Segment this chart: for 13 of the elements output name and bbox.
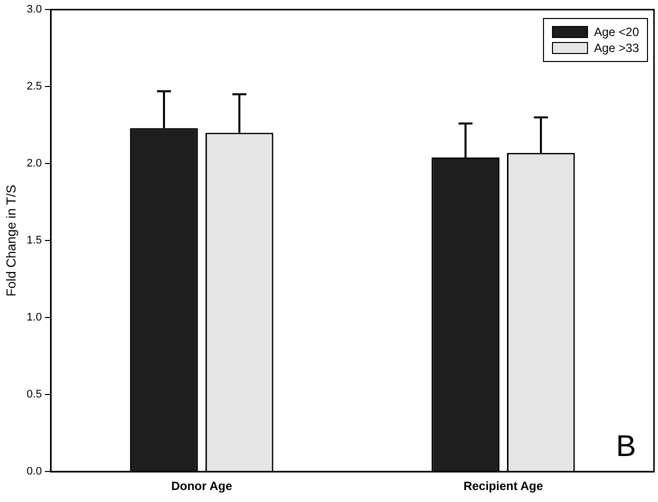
y-tick-label: 3.0 <box>26 4 42 16</box>
legend-label: Age <20 <box>594 24 639 39</box>
y-tick-label: 1.0 <box>26 312 42 324</box>
annotation: B <box>616 430 636 464</box>
y-tick-label: 0.0 <box>26 466 42 478</box>
y-tick-label: 1.5 <box>26 234 42 247</box>
x-tick-label: Donor Age <box>171 479 232 494</box>
y-tick-label: 0.5 <box>26 388 42 401</box>
y-tick-label: 2.5 <box>26 80 42 93</box>
x-tick-label: Recipient Age <box>463 479 544 494</box>
y-axis-title: Fold Change in T/S <box>3 184 18 296</box>
legend-label: Age >33 <box>594 40 639 55</box>
y-tick-label: 2.0 <box>26 158 42 170</box>
